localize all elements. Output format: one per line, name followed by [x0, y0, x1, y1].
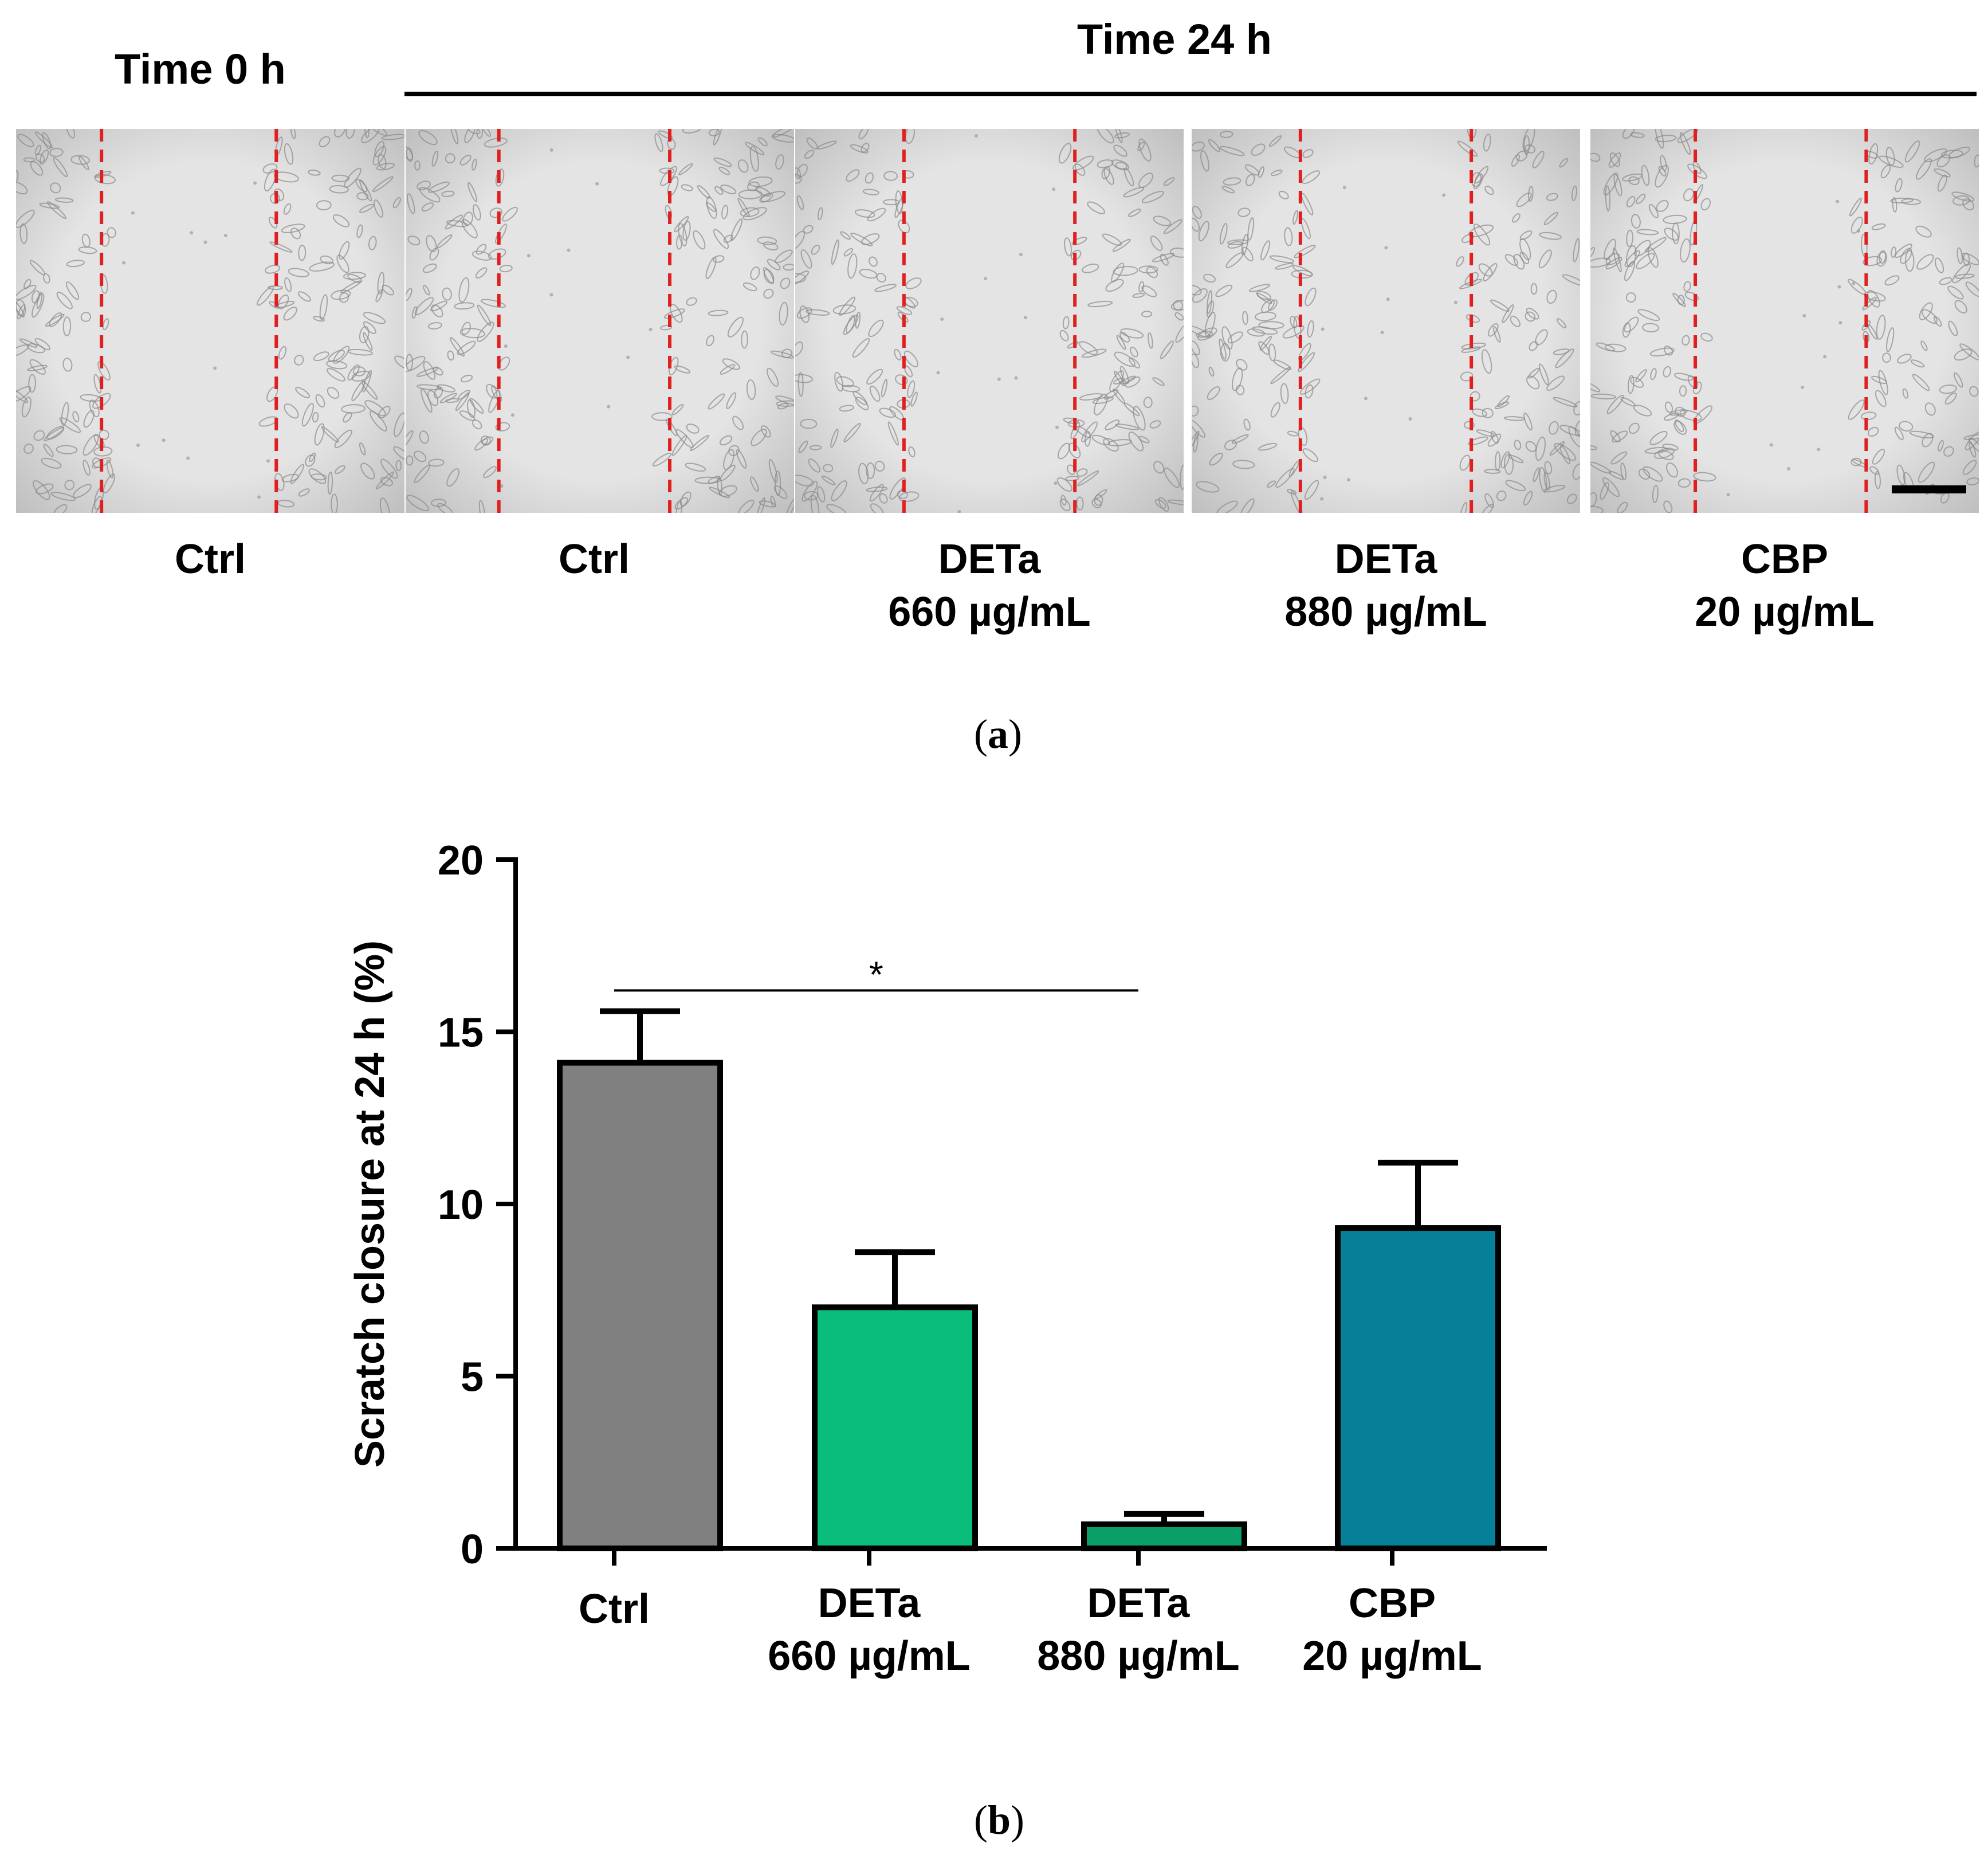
x-tick-label-sub: 880 µg/mL — [1037, 1633, 1240, 1679]
y-tick-label: 15 — [438, 1010, 484, 1056]
bar-chart: 0 5 10 15 20 Scratch closure at 24 h (%) Ctrl D… — [347, 838, 1547, 1679]
micrograph-background — [795, 129, 1184, 513]
caption-concentration: 20 µg/mL — [1695, 589, 1875, 635]
x-tick-label: CBP — [1349, 1580, 1436, 1626]
x-tick-label-sub: 660 µg/mL — [768, 1633, 971, 1679]
cell-texture — [406, 129, 794, 513]
caption-deta660: DETa 660 µg/mL — [795, 533, 1184, 638]
caption-name: DETa — [938, 536, 1041, 582]
micrograph-background — [1590, 129, 1979, 513]
caption-ctrl-24h: Ctrl — [400, 533, 788, 586]
bar-deta660 — [812, 1304, 978, 1551]
micrograph-ctrl-0h — [16, 129, 404, 513]
micrograph-deta660-24h — [795, 129, 1184, 513]
y-tick-label: 0 — [461, 1527, 484, 1572]
micrograph-deta880-24h — [1192, 129, 1580, 513]
caption-name: CBP — [1741, 536, 1828, 582]
panel-b-letter: b — [987, 1797, 1011, 1843]
header-time-0h: Time 0 h — [115, 45, 286, 93]
panel-b-label: (b) — [974, 1797, 1025, 1843]
cell-texture — [1590, 129, 1979, 513]
caption-deta880: DETa 880 µg/mL — [1192, 533, 1580, 638]
caption-concentration: 660 µg/mL — [888, 589, 1091, 635]
caption-ctrl-0h: Ctrl — [16, 533, 404, 586]
header-time-24h-rule — [404, 92, 1977, 96]
panel-a-label: (a) — [974, 711, 1022, 757]
x-tick-label: DETa — [818, 1580, 921, 1626]
bar-deta880 — [1081, 1521, 1247, 1552]
x-tick-label-sub: 20 µg/mL — [1302, 1633, 1482, 1679]
caption-name: Ctrl — [175, 536, 246, 582]
caption-cbp: CBP 20 µg/mL — [1590, 533, 1979, 638]
caption-name: Ctrl — [559, 536, 630, 582]
micrograph-background — [1192, 129, 1580, 513]
bar-ctrl — [557, 1060, 723, 1551]
y-tick-label: 20 — [438, 838, 484, 884]
x-tick-label: Ctrl — [579, 1586, 650, 1632]
micrograph-ctrl-24h — [406, 129, 794, 513]
x-tick-label: DETa — [1087, 1580, 1191, 1626]
panel-a-letter: a — [987, 711, 1008, 757]
y-axis-label: Scratch closure at 24 h (%) — [347, 940, 393, 1468]
scale-bar — [1892, 485, 1966, 493]
header-time-24h: Time 24 h — [1077, 15, 1272, 63]
cell-texture — [795, 129, 1184, 513]
micrograph-cbp-24h — [1590, 129, 1979, 513]
caption-concentration: 880 µg/mL — [1284, 589, 1487, 635]
y-tick-label: 5 — [461, 1355, 484, 1401]
bar-cbp — [1335, 1225, 1501, 1551]
micrograph-background — [16, 129, 404, 513]
y-tick-label: 10 — [438, 1182, 484, 1228]
caption-name: DETa — [1334, 536, 1437, 582]
significance-star: * — [869, 954, 883, 995]
